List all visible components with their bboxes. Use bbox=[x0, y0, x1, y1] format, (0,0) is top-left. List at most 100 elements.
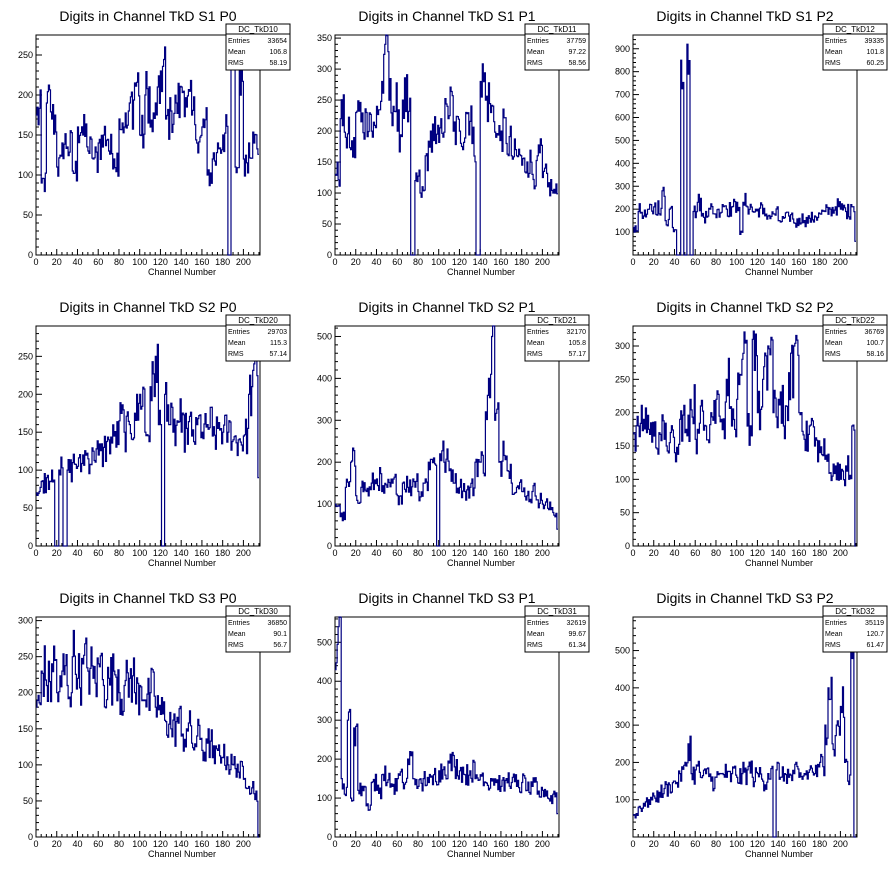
stats-value: 90.1 bbox=[273, 631, 287, 638]
histogram-panel-0: Digits in Channel TkD S1 P0 0 20 40 60 80 100 1… bbox=[18, 8, 291, 277]
x-tick-label: 100 bbox=[132, 548, 147, 558]
x-tick-label: 40 bbox=[669, 548, 679, 558]
y-tick-label: 200 bbox=[18, 389, 33, 399]
y-tick-label: 250 bbox=[18, 50, 33, 60]
x-tick-label: 180 bbox=[215, 548, 230, 558]
y-tick-label: 100 bbox=[317, 499, 332, 509]
x-tick-label: 120 bbox=[750, 548, 765, 558]
y-tick-label: 500 bbox=[317, 637, 332, 647]
y-tick-label: 500 bbox=[615, 135, 630, 145]
x-tick-label: 160 bbox=[791, 839, 806, 849]
stats-value: 60.25 bbox=[866, 60, 884, 67]
x-tick-label: 60 bbox=[93, 548, 103, 558]
y-tick-label: 200 bbox=[317, 754, 332, 764]
x-tick-label: 160 bbox=[194, 257, 209, 267]
x-tick-label: 60 bbox=[690, 548, 700, 558]
plot-frame bbox=[334, 325, 560, 547]
x-tick-label: 140 bbox=[771, 839, 786, 849]
panel-title: Digits in Channel TkD S1 P0 bbox=[59, 8, 236, 24]
x-tick-label: 60 bbox=[392, 548, 402, 558]
x-tick-label: 140 bbox=[473, 839, 488, 849]
stats-key: RMS bbox=[825, 60, 841, 67]
histogram-series bbox=[335, 34, 558, 256]
x-tick-label: 100 bbox=[729, 257, 744, 267]
x-tick-label: 40 bbox=[669, 257, 679, 267]
x-tick-label: 160 bbox=[791, 548, 806, 558]
x-tick-label: 180 bbox=[514, 257, 529, 267]
stats-box-name: DC_TkD32 bbox=[835, 607, 875, 616]
y-tick-label: 400 bbox=[317, 373, 332, 383]
x-tick-label: 120 bbox=[153, 548, 168, 558]
x-tick-label: 80 bbox=[413, 548, 423, 558]
y-tick-label: 0 bbox=[327, 832, 332, 842]
x-tick-label: 160 bbox=[493, 257, 508, 267]
y-tick-label: 100 bbox=[18, 760, 33, 770]
x-tick-label: 200 bbox=[236, 548, 251, 558]
y-tick-label: 150 bbox=[18, 724, 33, 734]
x-tick-label: 0 bbox=[630, 548, 635, 558]
x-tick-label: 100 bbox=[132, 839, 147, 849]
stats-box-name: DC_TkD31 bbox=[537, 607, 577, 616]
plot-frame bbox=[334, 34, 560, 256]
x-tick-label: 20 bbox=[52, 548, 62, 558]
x-tick-label: 200 bbox=[535, 257, 550, 267]
stats-box-frame bbox=[524, 605, 590, 653]
y-tick-label: 0 bbox=[327, 250, 332, 260]
stats-key: Mean bbox=[825, 631, 843, 638]
histogram-series bbox=[633, 617, 856, 838]
panel-title: Digits in Channel TkD S3 P0 bbox=[59, 590, 236, 606]
x-tick-label: 20 bbox=[351, 257, 361, 267]
panel-title: Digits in Channel TkD S3 P1 bbox=[358, 590, 535, 606]
x-tick-label: 100 bbox=[729, 839, 744, 849]
stats-key: Mean bbox=[228, 49, 246, 56]
x-tick-label: 80 bbox=[114, 839, 124, 849]
x-tick-label: 80 bbox=[711, 839, 721, 849]
histogram-series bbox=[335, 325, 558, 547]
x-tick-label: 20 bbox=[351, 548, 361, 558]
y-tick-label: 100 bbox=[615, 795, 630, 805]
stats-key: Entries bbox=[228, 620, 250, 627]
x-tick-label: 120 bbox=[153, 839, 168, 849]
panel-title: Digits in Channel TkD S2 P0 bbox=[59, 299, 236, 315]
y-tick-label: 200 bbox=[615, 204, 630, 214]
x-tick-label: 180 bbox=[514, 839, 529, 849]
histogram-series bbox=[36, 629, 259, 838]
x-tick-label: 40 bbox=[72, 839, 82, 849]
plot-frame bbox=[334, 616, 560, 838]
panel-title: Digits in Channel TkD S2 P2 bbox=[656, 299, 833, 315]
stats-value: 37759 bbox=[567, 38, 587, 45]
histogram-series bbox=[633, 43, 856, 256]
x-axis-label: Channel Number bbox=[745, 849, 813, 859]
y-tick-label: 250 bbox=[18, 351, 33, 361]
x-tick-label: 160 bbox=[493, 548, 508, 558]
y-tick-label: 300 bbox=[317, 715, 332, 725]
stats-value: 57.14 bbox=[269, 351, 287, 358]
x-tick-label: 200 bbox=[236, 839, 251, 849]
stats-box: DC_TkD21 Entries 32170 Mean 105.8 RMS 57.17 bbox=[524, 314, 590, 362]
y-tick-label: 250 bbox=[18, 652, 33, 662]
stats-value: 115.3 bbox=[270, 340, 287, 347]
x-axis-label: Channel Number bbox=[148, 267, 216, 277]
stats-key: RMS bbox=[228, 642, 244, 649]
histogram-panel-8: Digits in Channel TkD S3 P2 0 20 40 60 80 100 1… bbox=[615, 590, 888, 859]
stats-value: 58.56 bbox=[568, 60, 586, 67]
histogram-series bbox=[335, 616, 558, 815]
stats-value: 61.34 bbox=[568, 642, 586, 649]
x-tick-label: 180 bbox=[514, 548, 529, 558]
x-tick-label: 100 bbox=[729, 548, 744, 558]
stats-key: Mean bbox=[228, 340, 246, 347]
x-tick-label: 80 bbox=[413, 257, 423, 267]
histogram-panel-5: Digits in Channel TkD S2 P2 0 20 40 60 80 100 1… bbox=[615, 299, 888, 568]
stats-box-frame bbox=[822, 605, 888, 653]
stats-value: 99.67 bbox=[568, 631, 586, 638]
x-tick-label: 0 bbox=[630, 839, 635, 849]
y-tick-label: 50 bbox=[322, 219, 332, 229]
x-tick-label: 160 bbox=[194, 839, 209, 849]
x-tick-label: 140 bbox=[771, 548, 786, 558]
stats-box: DC_TkD30 Entries 36850 Mean 90.1 RMS 56.7 bbox=[225, 605, 291, 653]
x-tick-label: 120 bbox=[452, 548, 467, 558]
x-tick-label: 40 bbox=[72, 257, 82, 267]
y-tick-label: 600 bbox=[615, 113, 630, 123]
stats-key: Mean bbox=[527, 631, 545, 638]
